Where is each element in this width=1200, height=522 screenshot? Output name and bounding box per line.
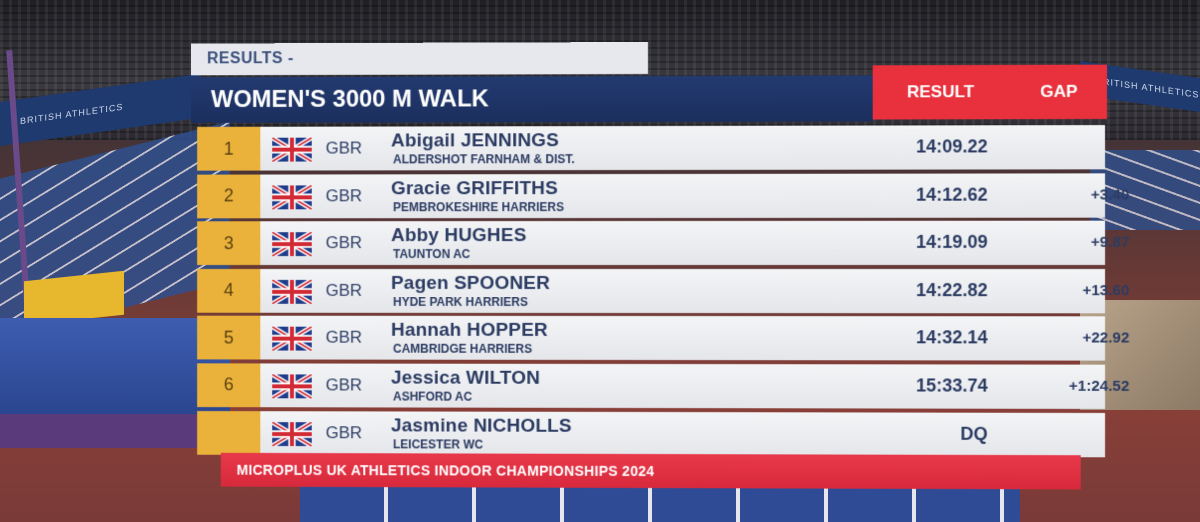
gap-column-header: GAP xyxy=(1040,82,1077,102)
uk-flag-icon xyxy=(272,232,312,256)
uk-flag-icon xyxy=(272,280,312,304)
result-time: 14:19.09 xyxy=(891,232,988,253)
rank: 1 xyxy=(197,127,260,171)
result-time: 14:32.14 xyxy=(891,328,988,349)
athlete-name: Pagen SPOONER xyxy=(391,273,550,295)
table-row: 4 GBR Pagen SPOONER HYDE PARK HARRIERS 1… xyxy=(197,269,1105,313)
rank: 4 xyxy=(197,269,260,313)
gap-time: +22.92 xyxy=(1008,330,1129,347)
athlete-club: CAMBRIDGE HARRIERS xyxy=(393,342,532,356)
athlete-club: ASHFORD AC xyxy=(393,390,472,404)
table-row: 3 GBR Abby HUGHES TAUNTON AC 14:19.09 +9… xyxy=(197,221,1105,265)
uk-flag-icon xyxy=(272,138,312,162)
athlete-name: Gracie GRIFFITHS xyxy=(391,178,558,200)
results-board: RESULTS - WOMEN'S 3000 M WALK RESULT GAP… xyxy=(191,40,1107,495)
table-row: GBR Jasmine NICHOLLS LEICESTER WC DQ xyxy=(197,411,1105,457)
rank: 5 xyxy=(197,316,260,360)
gap-time: +9.87 xyxy=(1008,234,1129,251)
athlete-name: Abigail JENNINGS xyxy=(391,130,559,152)
athlete-name: Jessica WILTON xyxy=(391,368,540,390)
uk-flag-icon xyxy=(272,422,312,446)
gap-time: +3.40 xyxy=(1008,186,1129,203)
gap-time: +13.60 xyxy=(1008,282,1129,299)
rank: 2 xyxy=(197,174,260,218)
championship-footer: MICROPLUS UK ATHLETICS INDOOR CHAMPIONSH… xyxy=(221,453,1081,490)
athlete-club: HYDE PARK HARRIERS xyxy=(393,295,528,309)
result-time: 14:22.82 xyxy=(891,280,988,301)
athlete-cell: GBR Jasmine NICHOLLS LEICESTER WC DQ xyxy=(260,411,1105,457)
uk-flag-icon xyxy=(272,327,312,351)
athlete-club: ALDERSHOT FARNHAM & DIST. xyxy=(393,152,575,166)
country-code: GBR xyxy=(326,186,363,206)
country-code: GBR xyxy=(326,423,363,443)
column-header: RESULT GAP xyxy=(873,65,1107,120)
results-label: RESULTS - xyxy=(191,42,648,75)
country-code: GBR xyxy=(326,328,363,348)
athlete-cell: GBR Abigail JENNINGS ALDERSHOT FARNHAM &… xyxy=(260,125,1105,171)
rank: 3 xyxy=(197,221,260,265)
athlete-cell: GBR Abby HUGHES TAUNTON AC 14:19.09 +9.8… xyxy=(260,221,1105,265)
result-column-header: RESULT xyxy=(907,82,974,102)
result-time: DQ xyxy=(891,423,988,444)
athlete-name: Abby HUGHES xyxy=(391,225,526,247)
athlete-cell: GBR Hannah HOPPER CAMBRIDGE HARRIERS 14:… xyxy=(260,316,1105,361)
country-code: GBR xyxy=(326,233,363,253)
athlete-club: LEICESTER WC xyxy=(393,437,483,451)
athlete-name: Jasmine NICHOLLS xyxy=(391,415,572,437)
result-time: 15:33.74 xyxy=(891,375,988,396)
uk-flag-icon xyxy=(272,374,312,398)
table-row: 2 GBR Gracie GRIFFITHS PEMBROKESHIRE HAR… xyxy=(197,173,1105,218)
result-time: 14:09.22 xyxy=(891,136,988,157)
athlete-name: Hannah HOPPER xyxy=(391,320,548,342)
country-code: GBR xyxy=(326,281,363,301)
results-table: 1 GBR Abigail JENNINGS ALDERSHOT FARNHAM… xyxy=(197,125,1105,460)
country-code: GBR xyxy=(326,139,363,159)
rank: 6 xyxy=(197,363,260,407)
event-title: WOMEN'S 3000 M WALK xyxy=(191,75,873,123)
athlete-cell: GBR Pagen SPOONER HYDE PARK HARRIERS 14:… xyxy=(260,269,1105,313)
table-row: 1 GBR Abigail JENNINGS ALDERSHOT FARNHAM… xyxy=(197,125,1105,171)
table-row: 6 GBR Jessica WILTON ASHFORD AC 15:33.74… xyxy=(197,363,1105,409)
athlete-cell: GBR Gracie GRIFFITHS PEMBROKESHIRE HARRI… xyxy=(260,173,1105,218)
result-time: 14:12.62 xyxy=(891,184,988,205)
rank xyxy=(197,411,260,455)
table-row: 5 GBR Hannah HOPPER CAMBRIDGE HARRIERS 1… xyxy=(197,316,1105,361)
gap-time: +1:24.52 xyxy=(1008,378,1129,395)
athlete-cell: GBR Jessica WILTON ASHFORD AC 15:33.74 +… xyxy=(260,363,1105,409)
athlete-club: PEMBROKESHIRE HARRIERS xyxy=(393,200,564,214)
uk-flag-icon xyxy=(272,185,312,209)
country-code: GBR xyxy=(326,375,363,395)
athlete-club: TAUNTON AC xyxy=(393,247,470,261)
